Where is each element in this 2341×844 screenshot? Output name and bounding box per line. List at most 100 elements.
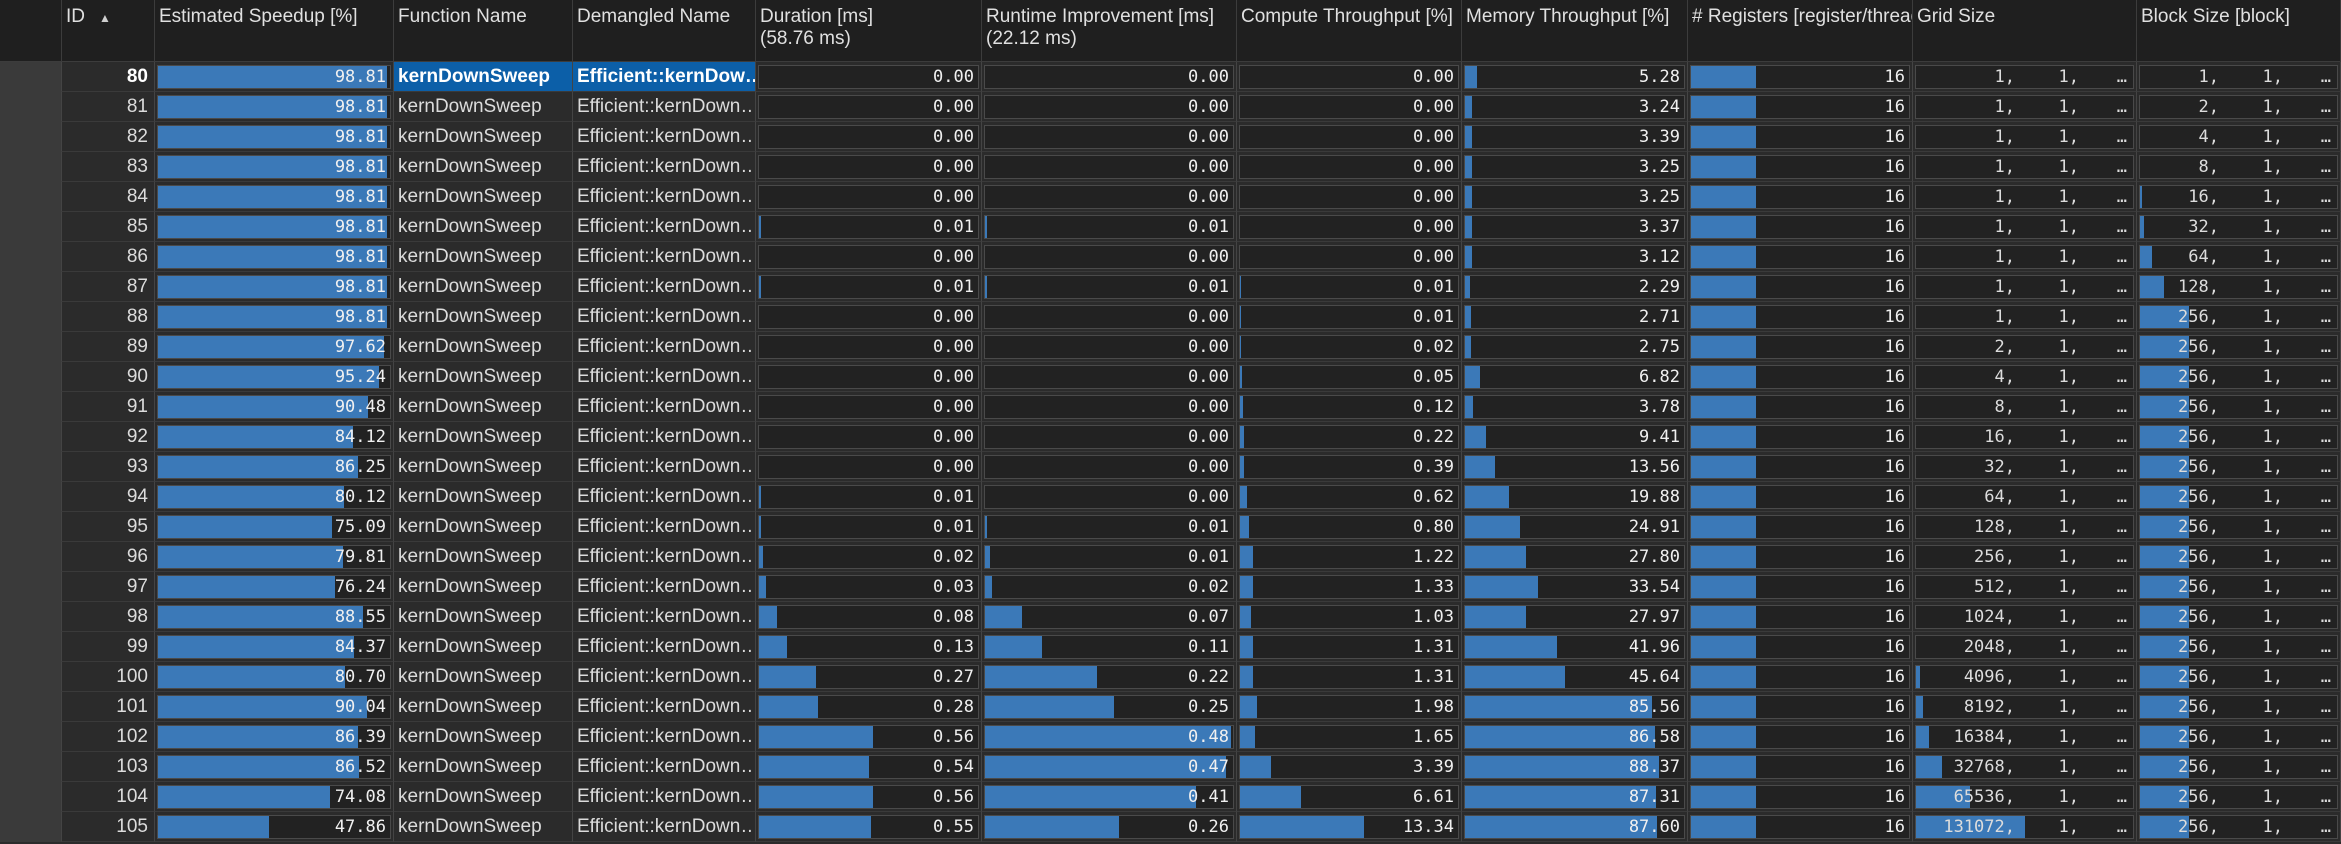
demangled-name-cell[interactable]: Efficient::kernDown…	[573, 752, 756, 782]
estimated-speedup-cell[interactable]: 98.81	[155, 302, 394, 332]
registers-cell[interactable]: 16	[1688, 572, 1913, 602]
duration-cell[interactable]: 0.03	[756, 572, 982, 602]
demangled-name-cell[interactable]: Efficient::kernDown…	[573, 452, 756, 482]
block-size-cell[interactable]: 256, 1,…	[2137, 362, 2341, 392]
column-header-registers[interactable]: # Registers [register/thread]	[1688, 0, 1913, 62]
estimated-speedup-cell[interactable]: 98.81	[155, 62, 394, 92]
grid-size-cell[interactable]: 8, 1,…	[1913, 392, 2137, 422]
table-row[interactable]: 105 47.86 kernDownSweep Efficient::kernDown…	[0, 812, 2341, 842]
registers-cell[interactable]: 16	[1688, 422, 1913, 452]
row-header[interactable]	[0, 212, 62, 242]
estimated-speedup-cell[interactable]: 88.55	[155, 602, 394, 632]
estimated-speedup-cell[interactable]: 84.37	[155, 632, 394, 662]
table-row[interactable]: 95 75.09 kernDownSweep Efficient::kernDown……	[0, 512, 2341, 542]
function-name-cell[interactable]: kernDownSweep	[394, 212, 573, 242]
table-row[interactable]: 83 98.81 kernDownSweep Efficient::kernDown……	[0, 152, 2341, 182]
registers-cell[interactable]: 16	[1688, 122, 1913, 152]
memory-throughput-cell[interactable]: 3.78	[1462, 392, 1688, 422]
demangled-name-cell[interactable]: Efficient::kernDown…	[573, 512, 756, 542]
block-size-cell[interactable]: 256, 1,…	[2137, 602, 2341, 632]
demangled-name-cell[interactable]: Efficient::kernDown…	[573, 392, 756, 422]
memory-throughput-cell[interactable]: 27.80	[1462, 542, 1688, 572]
memory-throughput-cell[interactable]: 3.25	[1462, 152, 1688, 182]
compute-throughput-cell[interactable]: 0.39	[1237, 452, 1462, 482]
table-row[interactable]: 87 98.81 kernDownSweep Efficient::kernDown……	[0, 272, 2341, 302]
duration-cell[interactable]: 0.13	[756, 632, 982, 662]
table-row[interactable]: 96 79.81 kernDownSweep Efficient::kernDown……	[0, 542, 2341, 572]
table-row[interactable]: 81 98.81 kernDownSweep Efficient::kernDown……	[0, 92, 2341, 122]
grid-size-cell[interactable]: 1, 1,…	[1913, 92, 2137, 122]
estimated-speedup-cell[interactable]: 90.04	[155, 692, 394, 722]
compute-throughput-cell[interactable]: 1.98	[1237, 692, 1462, 722]
registers-cell[interactable]: 16	[1688, 92, 1913, 122]
function-name-cell[interactable]: kernDownSweep	[394, 92, 573, 122]
memory-throughput-cell[interactable]: 87.31	[1462, 782, 1688, 812]
function-name-cell[interactable]: kernDownSweep	[394, 572, 573, 602]
runtime-improvement-cell[interactable]: 0.00	[982, 422, 1237, 452]
compute-throughput-cell[interactable]: 0.12	[1237, 392, 1462, 422]
table-row[interactable]: 91 90.48 kernDownSweep Efficient::kernDown……	[0, 392, 2341, 422]
row-header[interactable]	[0, 782, 62, 812]
registers-cell[interactable]: 16	[1688, 362, 1913, 392]
grid-size-cell[interactable]: 1, 1,…	[1913, 122, 2137, 152]
table-row[interactable]: 90 95.24 kernDownSweep Efficient::kernDown……	[0, 362, 2341, 392]
id-cell[interactable]: 86	[62, 242, 155, 272]
compute-throughput-cell[interactable]: 0.00	[1237, 122, 1462, 152]
id-cell[interactable]: 89	[62, 332, 155, 362]
memory-throughput-cell[interactable]: 45.64	[1462, 662, 1688, 692]
runtime-improvement-cell[interactable]: 0.00	[982, 242, 1237, 272]
estimated-speedup-cell[interactable]: 84.12	[155, 422, 394, 452]
runtime-improvement-cell[interactable]: 0.00	[982, 482, 1237, 512]
grid-size-cell[interactable]: 512, 1,…	[1913, 572, 2137, 602]
function-name-cell[interactable]: kernDownSweep	[394, 152, 573, 182]
memory-throughput-cell[interactable]: 19.88	[1462, 482, 1688, 512]
row-header[interactable]	[0, 452, 62, 482]
demangled-name-cell[interactable]: Efficient::kernDown…	[573, 692, 756, 722]
grid-size-cell[interactable]: 1024, 1,…	[1913, 602, 2137, 632]
block-size-cell[interactable]: 256, 1,…	[2137, 542, 2341, 572]
duration-cell[interactable]: 0.00	[756, 362, 982, 392]
column-header-demangled-name[interactable]: Demangled Name	[573, 0, 756, 62]
column-header-duration[interactable]: Duration [ms] (58.76 ms)	[756, 0, 982, 62]
row-header[interactable]	[0, 272, 62, 302]
registers-cell[interactable]: 16	[1688, 182, 1913, 212]
demangled-name-cell[interactable]: Efficient::kernDown…	[573, 362, 756, 392]
block-size-cell[interactable]: 2, 1,…	[2137, 92, 2341, 122]
demangled-name-cell[interactable]: Efficient::kernDown…	[573, 422, 756, 452]
demangled-name-cell[interactable]: Efficient::kernDown…	[573, 242, 756, 272]
function-name-cell[interactable]: kernDownSweep	[394, 692, 573, 722]
id-cell[interactable]: 104	[62, 782, 155, 812]
demangled-name-cell[interactable]: Efficient::kernDown…	[573, 602, 756, 632]
block-size-cell[interactable]: 256, 1,…	[2137, 452, 2341, 482]
row-header[interactable]	[0, 242, 62, 272]
id-cell[interactable]: 92	[62, 422, 155, 452]
row-header[interactable]	[0, 542, 62, 572]
compute-throughput-cell[interactable]: 1.65	[1237, 722, 1462, 752]
runtime-improvement-cell[interactable]: 0.01	[982, 512, 1237, 542]
id-cell[interactable]: 105	[62, 812, 155, 842]
row-header[interactable]	[0, 302, 62, 332]
demangled-name-cell[interactable]: Efficient::kernDown…	[573, 182, 756, 212]
duration-cell[interactable]: 0.00	[756, 392, 982, 422]
row-header[interactable]	[0, 92, 62, 122]
table-row[interactable]: 97 76.24 kernDownSweep Efficient::kernDown……	[0, 572, 2341, 602]
function-name-cell[interactable]: kernDownSweep	[394, 782, 573, 812]
duration-cell[interactable]: 0.08	[756, 602, 982, 632]
compute-throughput-cell[interactable]: 0.00	[1237, 182, 1462, 212]
function-name-cell[interactable]: kernDownSweep	[394, 272, 573, 302]
duration-cell[interactable]: 0.56	[756, 722, 982, 752]
runtime-improvement-cell[interactable]: 0.01	[982, 272, 1237, 302]
grid-size-cell[interactable]: 4096, 1,…	[1913, 662, 2137, 692]
table-row[interactable]: 100 80.70 kernDownSweep Efficient::kernDown…	[0, 662, 2341, 692]
id-cell[interactable]: 81	[62, 92, 155, 122]
demangled-name-cell[interactable]: Efficient::kernDown…	[573, 572, 756, 602]
grid-size-cell[interactable]: 8192, 1,…	[1913, 692, 2137, 722]
grid-size-cell[interactable]: 16384, 1,…	[1913, 722, 2137, 752]
demangled-name-cell[interactable]: Efficient::kernDown…	[573, 152, 756, 182]
table-row[interactable]: 82 98.81 kernDownSweep Efficient::kernDown……	[0, 122, 2341, 152]
block-size-cell[interactable]: 8, 1,…	[2137, 152, 2341, 182]
row-header[interactable]	[0, 632, 62, 662]
function-name-cell[interactable]: kernDownSweep	[394, 632, 573, 662]
row-header[interactable]	[0, 62, 62, 92]
compute-throughput-cell[interactable]: 0.00	[1237, 92, 1462, 122]
